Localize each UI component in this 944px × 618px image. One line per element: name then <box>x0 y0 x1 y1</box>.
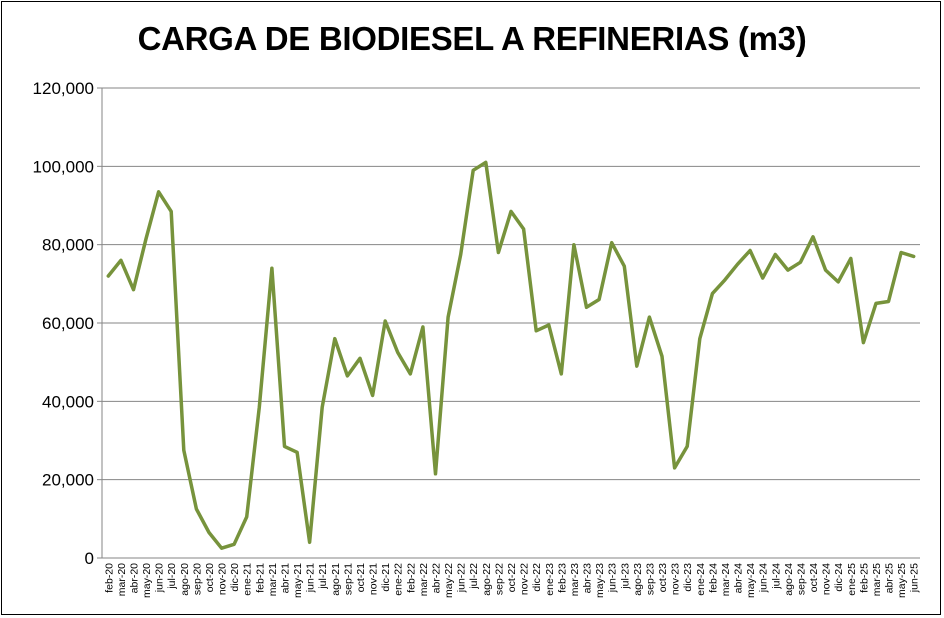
x-tick-label: may-23 <box>594 563 606 598</box>
x-tick-label: ago-24 <box>783 563 795 596</box>
x-tick-label: ene-21 <box>242 563 254 596</box>
x-tick-label: ago-22 <box>481 563 493 596</box>
x-tick-label: ene-25 <box>846 563 858 596</box>
y-axis: 0 20,000 40,000 60,000 80,000 100,000 120,000 <box>33 79 103 568</box>
x-tick-label: nov-20 <box>217 563 229 595</box>
x-tick-label: dic-24 <box>833 563 845 592</box>
x-tick-label: feb-20 <box>103 563 115 593</box>
x-tick-label: feb-23 <box>556 563 568 593</box>
x-tick-label: feb-25 <box>858 563 870 593</box>
x-tick-label: may-20 <box>141 563 153 598</box>
x-tick-label: mar-25 <box>871 563 883 596</box>
x-tick-label: ago-21 <box>330 563 342 596</box>
x-tick-label: jul-24 <box>770 563 782 590</box>
x-tick-label: abr-20 <box>128 563 140 594</box>
y-tick-label: 20,000 <box>42 471 94 490</box>
x-tick-label: abr-24 <box>733 563 745 594</box>
x-tick-label: jul-22 <box>468 563 480 590</box>
x-tick-label: sep-23 <box>644 563 656 595</box>
x-tick-label: jul-23 <box>619 563 631 590</box>
x-tick-label: abr-23 <box>582 563 594 594</box>
x-tick-label: jun-22 <box>456 563 468 593</box>
x-tick-label: sep-20 <box>191 563 203 595</box>
x-tick-label: oct-24 <box>808 563 820 592</box>
y-tick-label: 120,000 <box>33 79 94 98</box>
x-tick-label: abr-21 <box>279 563 291 594</box>
series-line <box>106 160 916 550</box>
y-tick-label: 80,000 <box>42 236 94 255</box>
x-tick-label: jun-23 <box>607 563 619 593</box>
x-tick-label: mar-20 <box>116 563 128 596</box>
x-tick-label: jul-21 <box>317 563 329 590</box>
x-tick-label: ene-24 <box>695 563 707 596</box>
x-tick-label: ene-22 <box>393 563 405 596</box>
x-tick-label: nov-21 <box>368 563 380 595</box>
x-tick-label: sep-22 <box>493 563 505 595</box>
y-tick-label: 40,000 <box>42 392 94 411</box>
x-tick-label: feb-22 <box>405 563 417 593</box>
x-tick-label: ago-23 <box>632 563 644 596</box>
gridlines <box>102 87 920 481</box>
x-tick-label: sep-24 <box>795 563 807 595</box>
x-tick-label: jun-24 <box>758 563 770 593</box>
x-tick-label: feb-21 <box>254 563 266 593</box>
x-tick-label: mar-23 <box>569 563 581 596</box>
x-tick-label: ene-23 <box>544 563 556 596</box>
chart-title: CARGA DE BIODIESEL A REFINERIAS (m3) <box>137 20 807 57</box>
x-tick-label: may-24 <box>745 563 757 598</box>
x-tick-label: jun-25 <box>909 563 921 593</box>
x-tick-label: may-25 <box>896 563 908 598</box>
x-tick-label: jul-20 <box>166 563 178 590</box>
x-tick-label: nov-23 <box>670 563 682 595</box>
x-tick-label: sep-21 <box>342 563 354 595</box>
x-tick-label: dic-22 <box>531 563 543 592</box>
x-tick-label: mar-22 <box>418 563 430 596</box>
x-tick-label: dic-23 <box>682 563 694 592</box>
x-tick-label: mar-21 <box>267 563 279 596</box>
x-axis: feb-20 mar-20 abr-20 may-20 jun-20 jul-20 ago-… <box>102 557 921 598</box>
x-tick-label: oct-20 <box>204 563 216 592</box>
x-tick-label: dic-21 <box>380 563 392 592</box>
x-tick-label: abr-22 <box>430 563 442 594</box>
series-line-path <box>106 160 916 550</box>
x-tick-label: oct-22 <box>506 563 518 592</box>
x-tick-label: abr-25 <box>884 563 896 594</box>
x-tick-label: may-22 <box>443 563 455 598</box>
x-tick-label: oct-23 <box>657 563 669 592</box>
x-tick-label: jun-20 <box>154 563 166 593</box>
y-tick-label: 60,000 <box>42 314 94 333</box>
x-tick-label: dic-20 <box>229 563 241 592</box>
x-tick-label: jun-21 <box>305 563 317 593</box>
y-tick-label: 100,000 <box>33 157 94 176</box>
x-tick-label: nov-24 <box>821 563 833 595</box>
x-tick-label: nov-22 <box>519 563 531 595</box>
x-tick-label: ago-20 <box>179 563 191 596</box>
x-tick-label: mar-24 <box>720 563 732 596</box>
x-tick-label: may-21 <box>292 563 304 598</box>
x-tick-label: oct-21 <box>355 563 367 592</box>
x-tick-label: feb-24 <box>707 563 719 593</box>
y-tick-label: 0 <box>85 549 94 568</box>
